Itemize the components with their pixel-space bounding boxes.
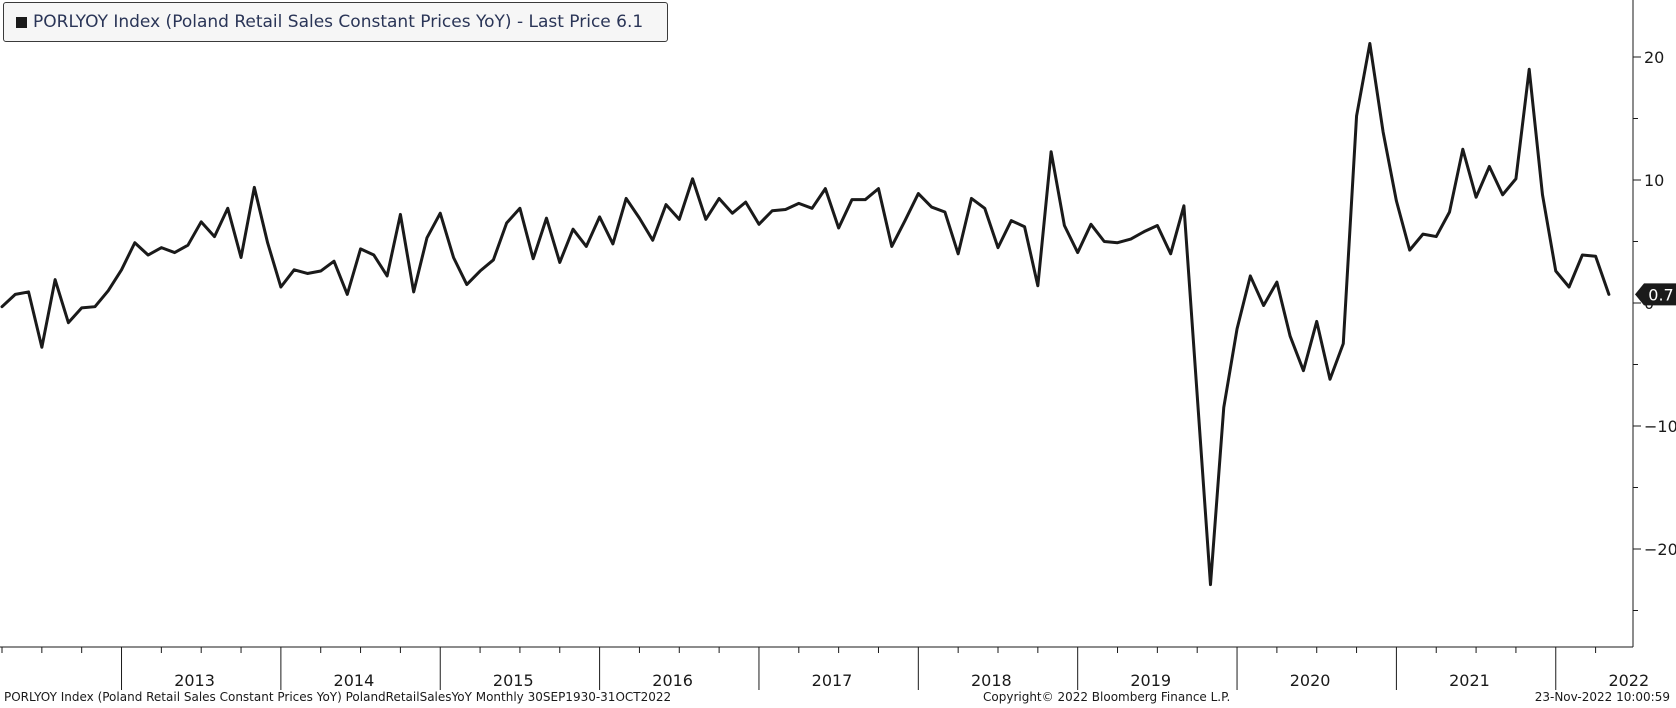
footer-source: PORLYOY Index (Poland Retail Sales Const…	[4, 690, 672, 704]
series-layer	[0, 41, 1611, 587]
last-value-badge	[1635, 283, 1676, 306]
y-axis: 20100−10−20	[1632, 0, 1676, 647]
x-tick-label: 2019	[1130, 671, 1171, 690]
y-tick-label: 20	[1644, 48, 1664, 67]
y-tick-label: −20	[1644, 540, 1676, 559]
y-tick-label: 10	[1644, 171, 1664, 190]
x-tick-label: 2020	[1290, 671, 1331, 690]
footer-timestamp: 23-Nov-2022 10:00:59	[1534, 690, 1670, 704]
x-tick-label: 2017	[812, 671, 853, 690]
x-tick-label: 2021	[1449, 671, 1490, 690]
x-tick-label: 2013	[174, 671, 215, 690]
last-value-label: 0.7	[1648, 285, 1673, 304]
series-line	[0, 41, 1611, 587]
x-tick-label: 2018	[971, 671, 1012, 690]
legend-swatch-icon	[16, 16, 27, 28]
x-tick-label: 2016	[652, 671, 693, 690]
last-value-badge-layer: 0.7	[1635, 283, 1676, 306]
legend: PORLYOY Index (Poland Retail Sales Const…	[3, 2, 669, 42]
y-tick-label: −10	[1644, 417, 1676, 436]
x-axis: 2013 2014 2015 2016 2017 2018 2019 2020 2021 2022	[0, 646, 1649, 690]
legend-label: PORLYOY Index (Poland Retail Sales Const…	[33, 12, 644, 32]
x-tick-label: 2014	[334, 671, 375, 690]
x-tick-label: 2015	[493, 671, 534, 690]
x-tick-label: 2022	[1608, 671, 1649, 690]
footer-copyright: Copyright© 2022 Bloomberg Finance L.P.	[983, 690, 1231, 704]
